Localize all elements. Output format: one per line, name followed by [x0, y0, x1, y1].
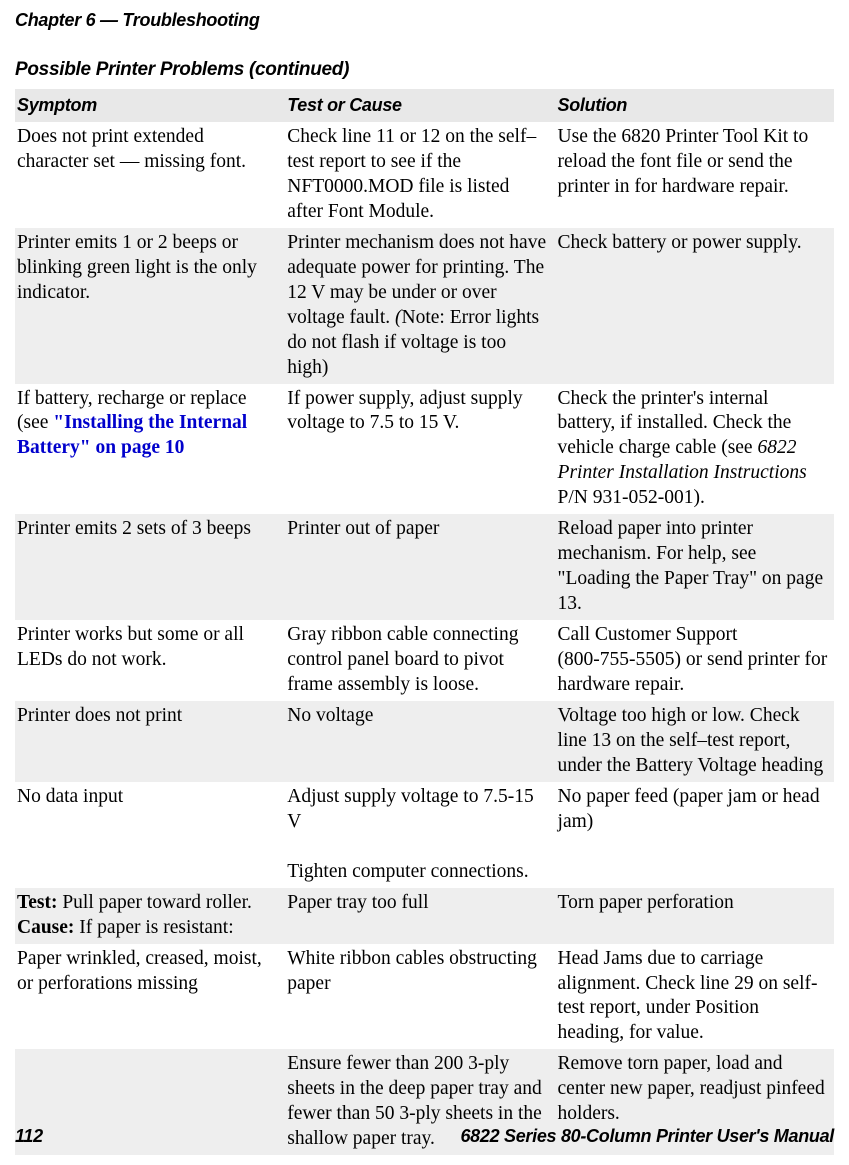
cell-solution: Head Jams due to carriage alignment. Che… — [556, 944, 834, 1050]
cell-solution: Torn paper perforation — [556, 888, 834, 944]
troubleshooting-table: Symptom Test or Cause Solution Does not … — [15, 89, 834, 1155]
table-row: Printer does not print No voltage Voltag… — [15, 701, 834, 782]
cell-cause: No voltage — [285, 701, 555, 782]
cell-cause: Gray ribbon cable connecting control pan… — [285, 620, 555, 701]
cell-solution: Voltage too high or low. Check line 13 o… — [556, 701, 834, 782]
cell-solution: Reload paper into printer mechanism. For… — [556, 514, 834, 620]
cell-solution: Call Customer Support (800-755-5505) or … — [556, 620, 834, 701]
cell-symptom: Printer emits 2 sets of 3 beeps — [15, 514, 285, 620]
cell-cause: Printer mechanism does not have adequate… — [285, 228, 555, 384]
cell-solution: Check battery or power supply. — [556, 228, 834, 384]
col-solution: Solution — [556, 89, 834, 122]
cell-cause: Check line 11 or 12 on the self–test rep… — [285, 122, 555, 228]
table-row: No data input Adjust supply voltage to 7… — [15, 782, 834, 888]
cell-solution: Check the printer's internal battery, if… — [556, 384, 834, 515]
cell-symptom: Does not print extended character set — … — [15, 122, 285, 228]
cell-cause: Adjust supply voltage to 7.5-15 V Tighte… — [285, 782, 555, 888]
table-row: Printer emits 1 or 2 beeps or blinking g… — [15, 228, 834, 384]
cell-symptom: Printer does not print — [15, 701, 285, 782]
cell-solution: Use the 6820 Printer Tool Kit to reload … — [556, 122, 834, 228]
col-symptom: Symptom — [15, 89, 285, 122]
chapter-header: Chapter 6 — Troubleshooting — [15, 10, 834, 31]
cell-cause: Paper tray too full — [285, 888, 555, 944]
page-number: 112 — [15, 1126, 43, 1147]
cell-symptom: Printer works but some or all LEDs do no… — [15, 620, 285, 701]
table-row: Paper wrinkled, creased, moist, or perfo… — [15, 944, 834, 1050]
cell-symptom: Printer emits 1 or 2 beeps or blinking g… — [15, 228, 285, 384]
cell-cause: White ribbon cables obstructing paper — [285, 944, 555, 1050]
cell-symptom: Test: Pull paper toward roller. Cause: I… — [15, 888, 285, 944]
table-row: Test: Pull paper toward roller. Cause: I… — [15, 888, 834, 944]
cell-cause: Printer out of paper — [285, 514, 555, 620]
table-row: Does not print extended character set — … — [15, 122, 834, 228]
cell-cause: If power supply, adjust supply voltage t… — [285, 384, 555, 515]
page-footer: 112 6822 Series 80-Column Printer User's… — [15, 1126, 834, 1147]
cell-solution: No paper feed (paper jam or head jam) — [556, 782, 834, 888]
table-row: Printer works but some or all LEDs do no… — [15, 620, 834, 701]
cell-symptom: If battery, recharge or replace (see "In… — [15, 384, 285, 515]
manual-title: 6822 Series 80-Column Printer User's Man… — [460, 1126, 834, 1147]
cell-symptom: Paper wrinkled, creased, moist, or perfo… — [15, 944, 285, 1050]
table-row: Printer emits 2 sets of 3 beeps Printer … — [15, 514, 834, 620]
table-row: If battery, recharge or replace (see "In… — [15, 384, 834, 515]
col-cause: Test or Cause — [285, 89, 555, 122]
table-header-row: Symptom Test or Cause Solution — [15, 89, 834, 122]
cell-symptom: No data input — [15, 782, 285, 888]
table-title: Possible Printer Problems (continued) — [15, 59, 834, 81]
